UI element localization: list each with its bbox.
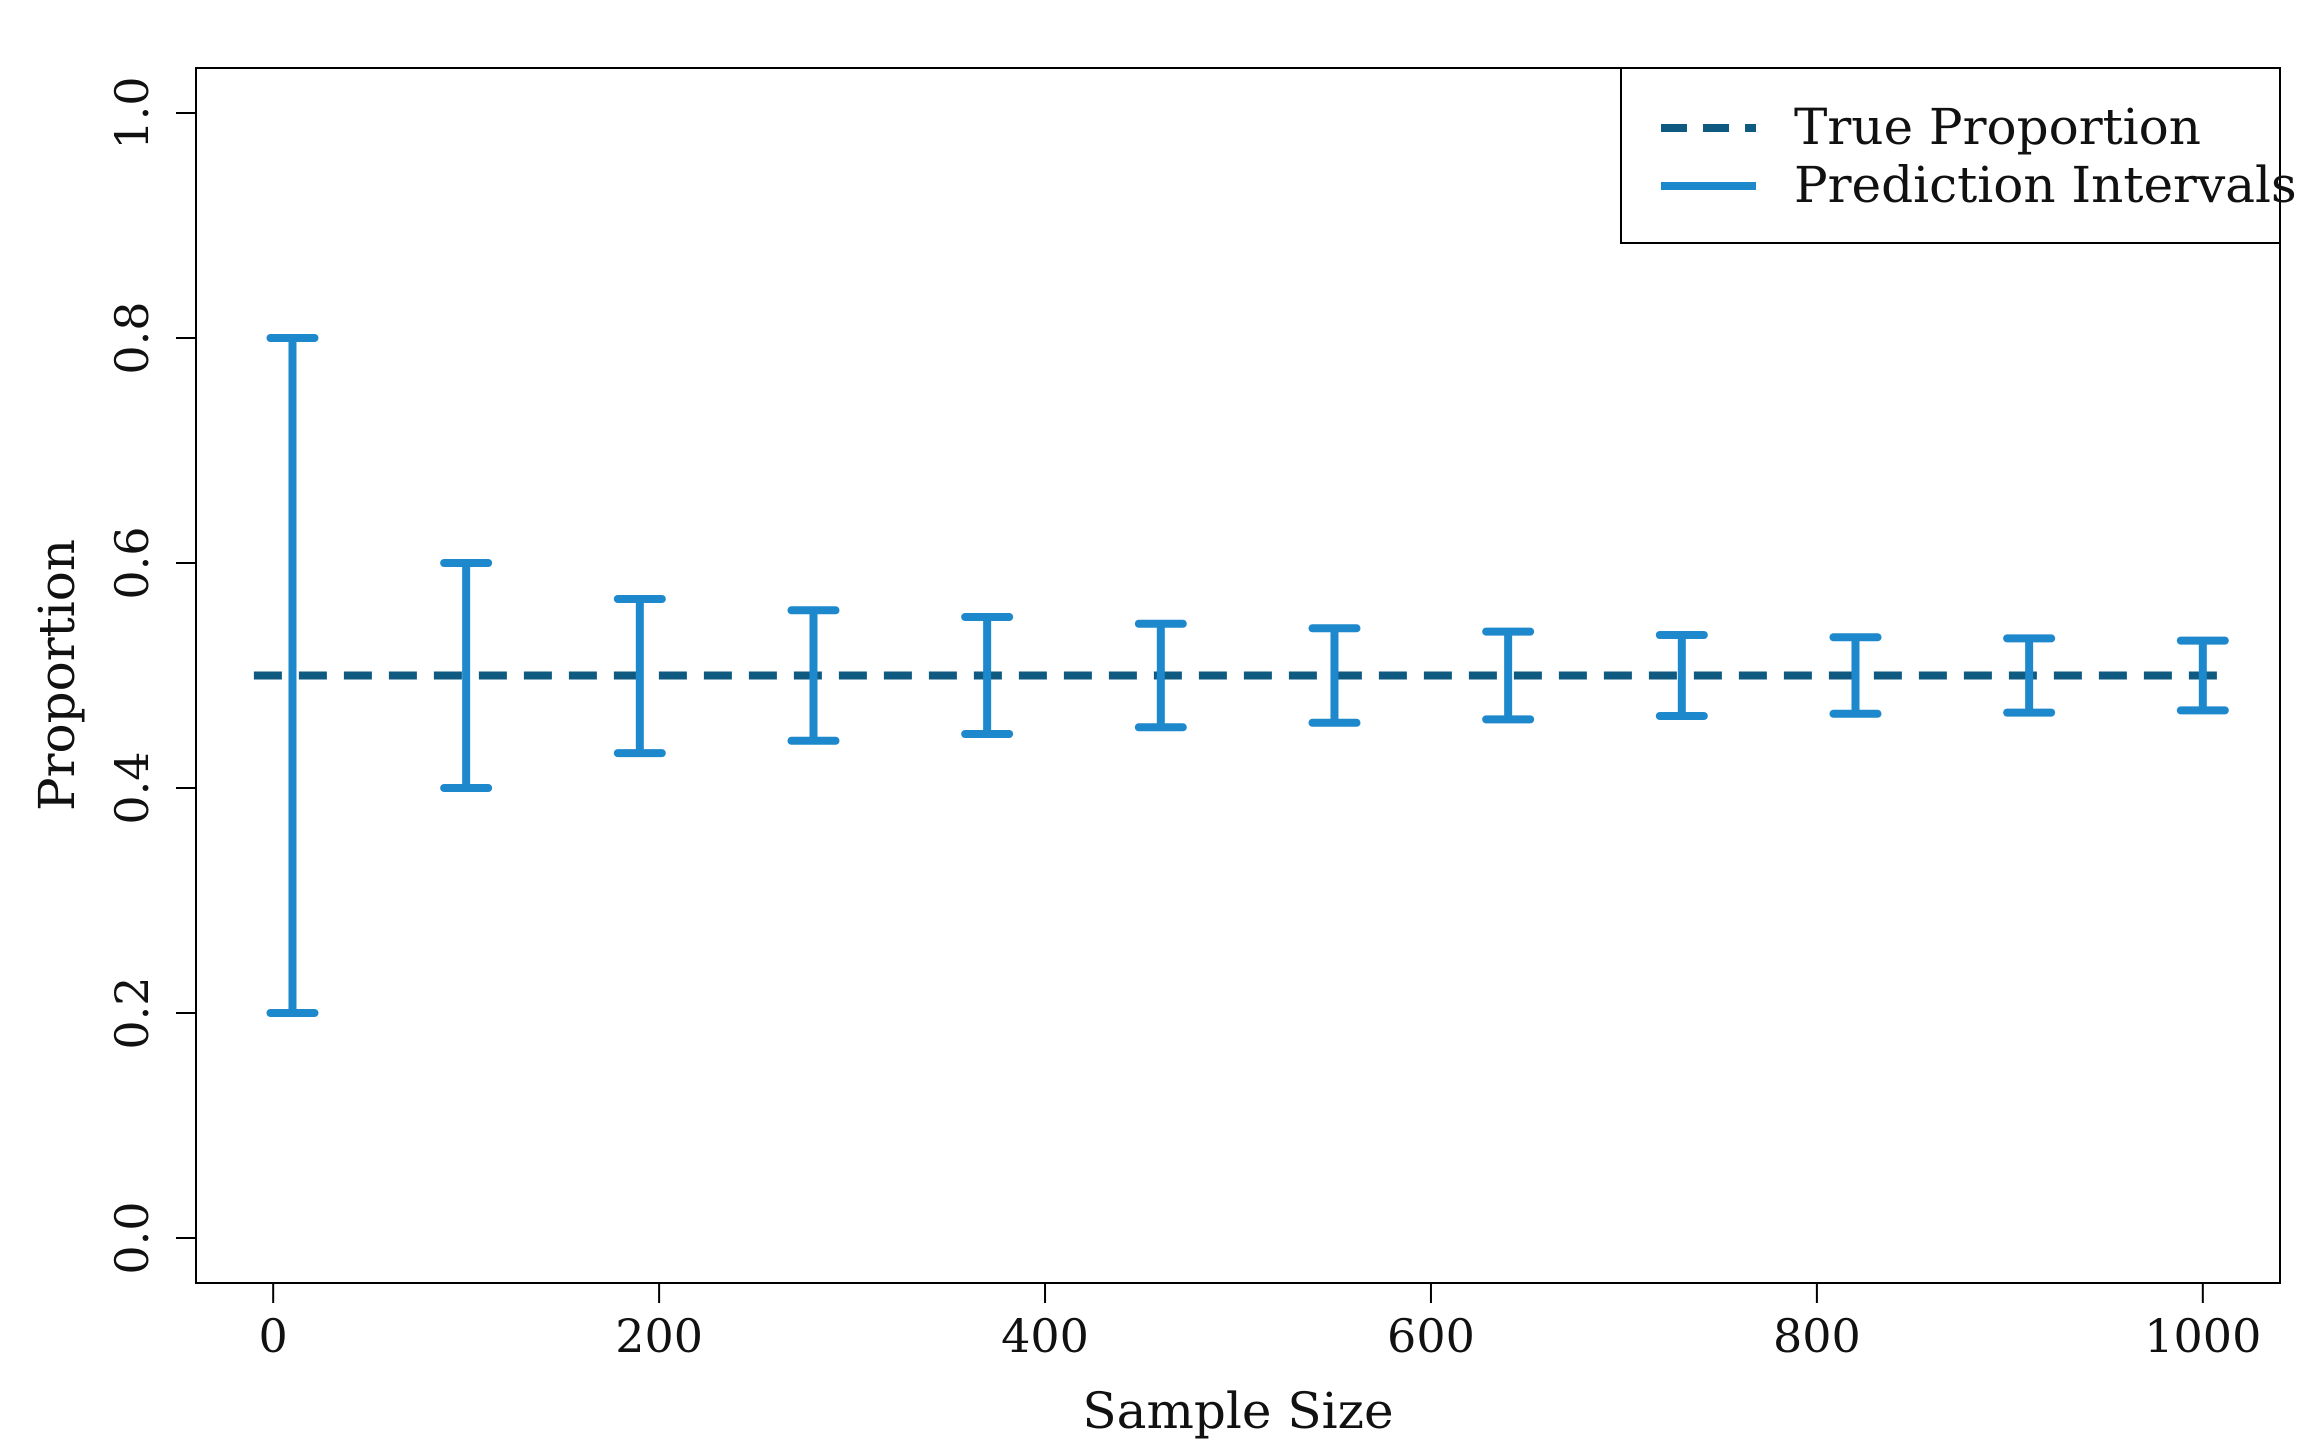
legend-label-prediction-intervals: Prediction Intervals [1794, 156, 2297, 214]
legend-label-true-proportion: True Proportion [1794, 98, 2201, 156]
x-tick-label: 200 [615, 1309, 703, 1363]
prediction-interval [266, 334, 319, 1017]
x-tick-label: 600 [1387, 1309, 1475, 1363]
x-axis: 0 200 400 600 800 1000 [259, 1282, 2261, 1363]
y-tick-label: 0.8 [105, 301, 159, 374]
prediction-interval [1829, 633, 1882, 718]
prediction-interval [787, 606, 840, 745]
prediction-interval [1482, 627, 1535, 724]
x-tick-label: 800 [1773, 1309, 1861, 1363]
y-tick-label: 0.4 [105, 751, 159, 824]
y-tick-label: 0.0 [105, 1201, 159, 1274]
prediction-interval [613, 595, 666, 758]
x-axis-title: Sample Size [1082, 1382, 1393, 1440]
legend: True Proportion Prediction Intervals [1620, 67, 2297, 244]
prediction-interval [2003, 634, 2056, 717]
legend-box [1620, 67, 2281, 244]
x-tick-label: 400 [1001, 1309, 1089, 1363]
prediction-interval [1308, 624, 1361, 727]
prediction-interval [440, 559, 493, 792]
y-tick-label: 0.2 [105, 976, 159, 1049]
y-tick-label: 0.6 [105, 526, 159, 599]
x-tick-label: 0 [259, 1309, 288, 1363]
prediction-interval [1134, 619, 1187, 732]
y-axis: 0.0 0.2 0.4 0.6 0.8 1.0 [105, 76, 197, 1275]
y-axis-title: Proportion [28, 539, 86, 811]
prediction-interval [2176, 636, 2229, 715]
prediction-interval [961, 613, 1014, 738]
x-tick-label: 1000 [2144, 1309, 2261, 1363]
y-tick-label: 1.0 [105, 76, 159, 149]
prediction-interval [1655, 631, 1708, 720]
prediction-intervals-group [266, 334, 2229, 1017]
